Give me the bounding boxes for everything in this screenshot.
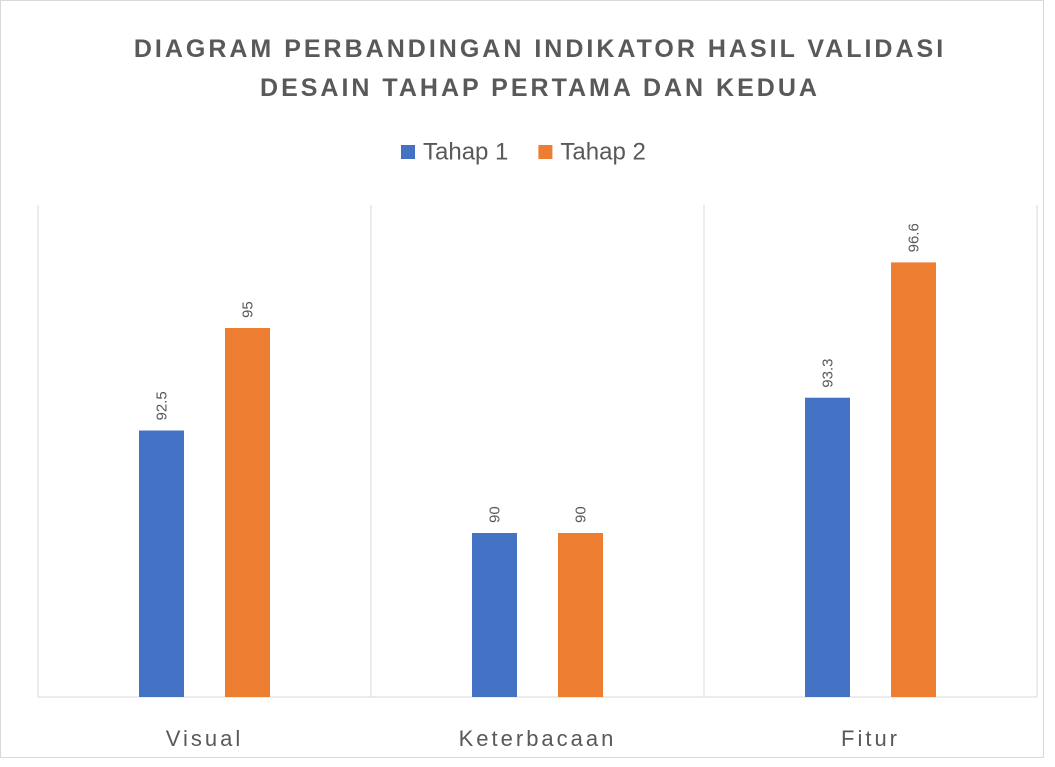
- data-label: 90: [572, 506, 589, 523]
- data-label: 92.5: [153, 391, 170, 420]
- data-label: 93.3: [819, 358, 836, 387]
- x-tick-label: Keterbacaan: [459, 726, 617, 751]
- data-label: 90: [486, 506, 503, 523]
- legend-label: Tahap 2: [560, 138, 645, 165]
- bar: [891, 262, 936, 697]
- bar: [805, 397, 850, 697]
- x-tick-label: Fitur: [841, 726, 900, 751]
- bar: [472, 533, 517, 697]
- bar: [225, 328, 270, 697]
- bar: [558, 533, 603, 697]
- data-label: 95: [239, 301, 256, 318]
- bar: [139, 430, 184, 697]
- legend-swatch: [538, 145, 553, 159]
- x-tick-label: Visual: [166, 726, 244, 751]
- chart-title: DIAGRAM PERBANDINGAN INDIKATOR HASIL VAL…: [133, 35, 947, 102]
- data-label: 96.6: [905, 223, 922, 252]
- legend-label: Tahap 1: [423, 138, 508, 165]
- legend-swatch: [401, 145, 415, 159]
